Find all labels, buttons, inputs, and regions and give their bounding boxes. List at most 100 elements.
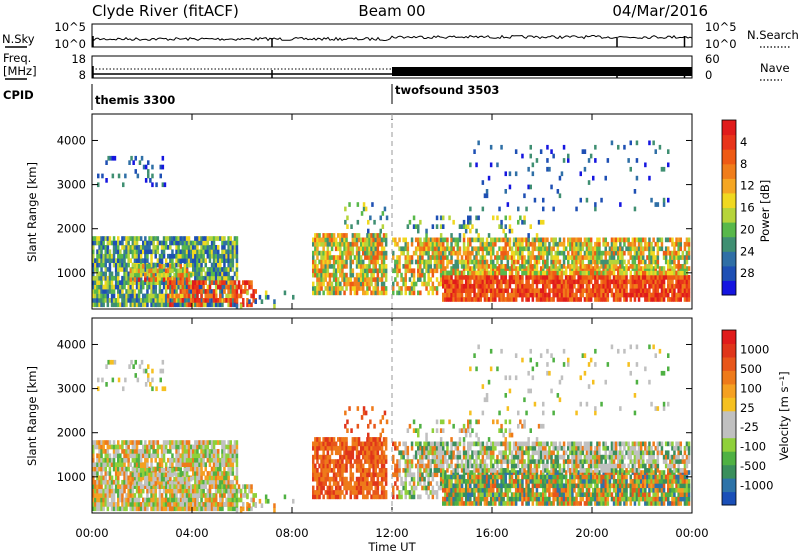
power-cell xyxy=(214,284,218,290)
power-cell xyxy=(320,241,323,247)
velocity-cell xyxy=(148,484,151,489)
power-cell xyxy=(129,302,132,308)
power-cell xyxy=(341,250,344,256)
power-cell xyxy=(517,241,520,247)
velocity-cell xyxy=(185,462,189,467)
power-cell xyxy=(110,293,114,299)
power-cell xyxy=(489,292,493,298)
power-cell xyxy=(133,264,137,269)
power-cell xyxy=(135,272,139,278)
power-cell xyxy=(131,236,135,241)
power-cell xyxy=(349,246,352,252)
velocity-cell xyxy=(100,462,103,467)
velocity-cell xyxy=(164,484,168,489)
velocity-cell xyxy=(110,497,114,503)
power-cell xyxy=(414,259,418,265)
power-cell xyxy=(154,236,157,241)
power-cell xyxy=(494,270,497,276)
power-cell xyxy=(417,264,420,269)
colorbar-swatch xyxy=(722,222,736,238)
velocity-cell xyxy=(144,466,147,472)
power-cell xyxy=(173,277,176,282)
power-cell xyxy=(200,280,203,285)
power-cell xyxy=(198,253,201,259)
power-cell xyxy=(564,266,568,271)
velocity-cell xyxy=(125,493,128,498)
velocity-cell xyxy=(164,497,168,503)
power-cell xyxy=(117,289,120,294)
velocity-cell xyxy=(148,497,151,503)
power-cell xyxy=(328,250,332,256)
power-cell xyxy=(146,245,149,250)
velocity-cell xyxy=(114,479,118,485)
power-cell xyxy=(496,270,499,276)
power-cell xyxy=(380,259,384,265)
power-cell xyxy=(587,158,591,163)
power-cell xyxy=(204,245,207,250)
velocity-cell xyxy=(318,454,321,460)
power-cell xyxy=(500,279,503,285)
power-cell xyxy=(631,255,635,260)
power-cell xyxy=(596,264,599,269)
power-cell xyxy=(181,293,185,299)
power-cell xyxy=(656,288,660,293)
power-cell xyxy=(571,288,574,293)
power-cell xyxy=(587,237,591,243)
power-cell xyxy=(558,275,562,280)
power-cell xyxy=(359,259,363,265)
power-cell xyxy=(671,270,674,276)
velocity-cell xyxy=(177,457,180,463)
velocity-cell xyxy=(125,466,128,472)
power-cell xyxy=(104,284,107,290)
power-cell xyxy=(169,302,172,308)
power-cell xyxy=(100,253,103,259)
power-cell xyxy=(179,293,182,299)
freq-left-label-1: Freq. xyxy=(3,51,31,65)
velocity-cell xyxy=(125,449,128,454)
velocity-cell xyxy=(206,506,210,512)
velocity-cell xyxy=(192,475,195,481)
power-cell xyxy=(629,166,632,172)
velocity-cell xyxy=(239,507,243,513)
velocity-cell xyxy=(175,484,178,489)
power-cell xyxy=(119,262,122,268)
power-cell xyxy=(469,266,472,271)
power-cell xyxy=(316,264,319,269)
power-cell xyxy=(210,267,214,272)
power-cell xyxy=(229,284,232,290)
power-cell xyxy=(364,241,367,247)
velocity-cell xyxy=(221,462,224,467)
power-cell xyxy=(431,290,435,296)
velocity-cell xyxy=(175,472,178,478)
power-cell xyxy=(679,237,682,243)
power-cell xyxy=(380,237,384,243)
power-cell xyxy=(564,297,568,302)
velocity-cell xyxy=(139,493,143,498)
power-cell xyxy=(473,297,476,302)
beam-title: Beam 00 xyxy=(358,2,425,20)
velocity-cell xyxy=(177,484,180,489)
power-cell xyxy=(108,271,112,277)
velocity-cell xyxy=(206,449,210,454)
velocity-cell xyxy=(332,459,336,464)
power-cell xyxy=(552,297,555,302)
velocity-cell xyxy=(214,462,218,467)
velocity-cell xyxy=(164,466,168,472)
velocity-cell xyxy=(233,493,237,498)
power-cell xyxy=(660,297,664,302)
power-cell xyxy=(206,267,210,272)
velocity-cell xyxy=(133,497,137,503)
velocity-cell xyxy=(148,468,151,473)
velocity-cell xyxy=(100,493,103,498)
velocity-cell xyxy=(235,449,239,454)
cpid-mode-2: twofsound 3503 xyxy=(395,83,499,97)
power-cell xyxy=(96,267,99,272)
power-cell xyxy=(173,289,176,294)
power-cell xyxy=(334,272,338,278)
velocity-cell xyxy=(214,502,218,507)
velocity-cell xyxy=(187,444,191,450)
power-cell xyxy=(330,246,334,252)
power-cell xyxy=(359,277,363,282)
power-cell xyxy=(332,255,336,260)
power-cell xyxy=(508,241,512,247)
